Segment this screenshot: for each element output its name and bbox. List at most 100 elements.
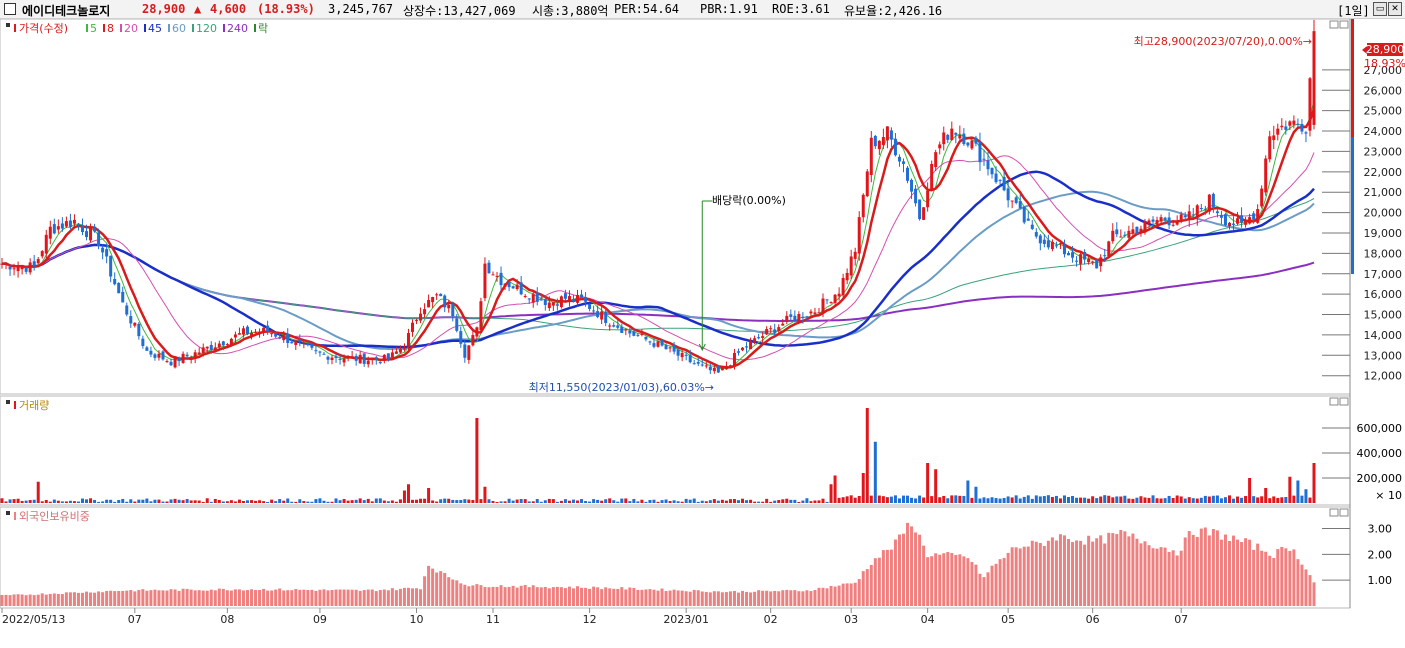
- candle-body: [286, 333, 290, 343]
- candle-body: [85, 231, 89, 238]
- candle-body: [1034, 232, 1038, 237]
- foreign-bar: [584, 587, 588, 606]
- candle-body: [60, 223, 64, 229]
- foreign-bar: [36, 594, 40, 606]
- candle-body: [374, 357, 378, 360]
- volume-bar: [1071, 496, 1075, 503]
- volume-bar: [455, 500, 459, 503]
- volume-bar: [1087, 498, 1091, 503]
- price-tick-label: 12,000: [1364, 370, 1403, 383]
- candle-body: [910, 179, 914, 192]
- volume-bar: [8, 499, 12, 503]
- legend-swatch: [144, 24, 146, 32]
- volume-bar: [487, 499, 491, 503]
- volume-bar: [539, 501, 543, 503]
- volume-bar: [833, 475, 837, 503]
- volume-bar: [1038, 496, 1042, 503]
- candle-body: [881, 137, 885, 145]
- volume-bar: [109, 499, 113, 503]
- volume-bar: [93, 499, 97, 503]
- candle-body: [1187, 211, 1191, 219]
- volume-bar: [700, 500, 704, 503]
- legend-item-60: 60: [172, 22, 186, 35]
- volume-bar: [596, 499, 600, 503]
- candle-body: [217, 343, 221, 348]
- volume-bar: [728, 499, 732, 503]
- volume-bar: [44, 499, 48, 503]
- volume-bar: [519, 499, 523, 503]
- foreign-bar: [439, 571, 443, 606]
- volume-bar: [1312, 463, 1316, 503]
- volume-bar: [495, 501, 499, 503]
- candle-body: [777, 327, 781, 331]
- volume-bar: [217, 499, 221, 503]
- volume-bar: [652, 499, 656, 503]
- candle-body: [12, 268, 16, 270]
- candle-body: [4, 263, 8, 265]
- volume-bar: [241, 500, 245, 503]
- foreign-bar: [773, 590, 777, 606]
- foreign-bar: [302, 589, 306, 606]
- candle-body: [865, 171, 869, 197]
- foreign-bar: [789, 590, 793, 606]
- candle-body: [994, 173, 998, 183]
- candle-body: [906, 167, 910, 181]
- select-checkbox[interactable]: [4, 3, 16, 15]
- candle-body: [652, 343, 656, 347]
- ma20-line: [1, 152, 1315, 361]
- volume-bar: [68, 500, 72, 503]
- candle-body: [97, 232, 101, 247]
- stock-name: 에이디테크놀로지: [22, 4, 111, 18]
- foreign-bar: [4, 594, 8, 606]
- candle-body: [225, 344, 229, 346]
- volume-bar: [950, 495, 954, 503]
- foreign-bar: [8, 595, 12, 606]
- volume-bar: [612, 500, 616, 503]
- foreign-bar: [901, 533, 905, 606]
- foreign-bar: [1127, 536, 1131, 606]
- restore-icon[interactable]: ▭: [1373, 2, 1387, 16]
- foreign-bar: [567, 586, 571, 606]
- volume-bar: [1014, 495, 1018, 503]
- foreign-bar: [221, 588, 225, 606]
- close-icon[interactable]: ✕: [1388, 2, 1402, 16]
- foreign-bar: [1131, 533, 1135, 606]
- foreign-bar: [821, 587, 825, 606]
- foreign-bar: [950, 553, 954, 606]
- volume-bar: [910, 497, 914, 503]
- x-tick-label: 11: [486, 613, 500, 626]
- volume-bar: [990, 497, 994, 503]
- foreign-bar: [346, 589, 350, 606]
- volume-bar: [105, 499, 109, 503]
- foreign-bar: [1179, 550, 1183, 606]
- volume-bar: [865, 408, 869, 503]
- period-selector[interactable]: [1일]: [1337, 4, 1370, 18]
- foreign-bar: [20, 594, 24, 606]
- foreign-bar: [1099, 535, 1103, 606]
- volume-bar: [1111, 497, 1115, 503]
- legend-swatch: [103, 24, 105, 32]
- candle-body: [765, 329, 769, 335]
- x-tick-label: 09: [313, 613, 327, 626]
- volume-bar: [322, 500, 326, 503]
- foreign-bar: [483, 587, 487, 606]
- candle-body: [1058, 243, 1062, 245]
- volume-bar: [724, 500, 728, 503]
- candle-body: [262, 327, 266, 333]
- foreign-bar: [511, 585, 515, 606]
- candle-body: [897, 156, 901, 162]
- candle-body: [588, 304, 592, 309]
- volume-bar: [1139, 496, 1143, 503]
- foreign-bar: [889, 549, 893, 606]
- volume-bar: [531, 501, 535, 503]
- candle-body: [676, 349, 680, 356]
- foreign-bar: [745, 591, 749, 606]
- pane-buttons[interactable]: [1329, 20, 1349, 517]
- foreign-bar: [322, 589, 326, 606]
- candle-body: [567, 296, 571, 302]
- candle-body: [1010, 200, 1014, 202]
- volume-bar: [338, 500, 342, 503]
- foreign-bar: [1071, 542, 1075, 606]
- candle-body: [254, 331, 258, 333]
- foreign-bar: [415, 588, 419, 606]
